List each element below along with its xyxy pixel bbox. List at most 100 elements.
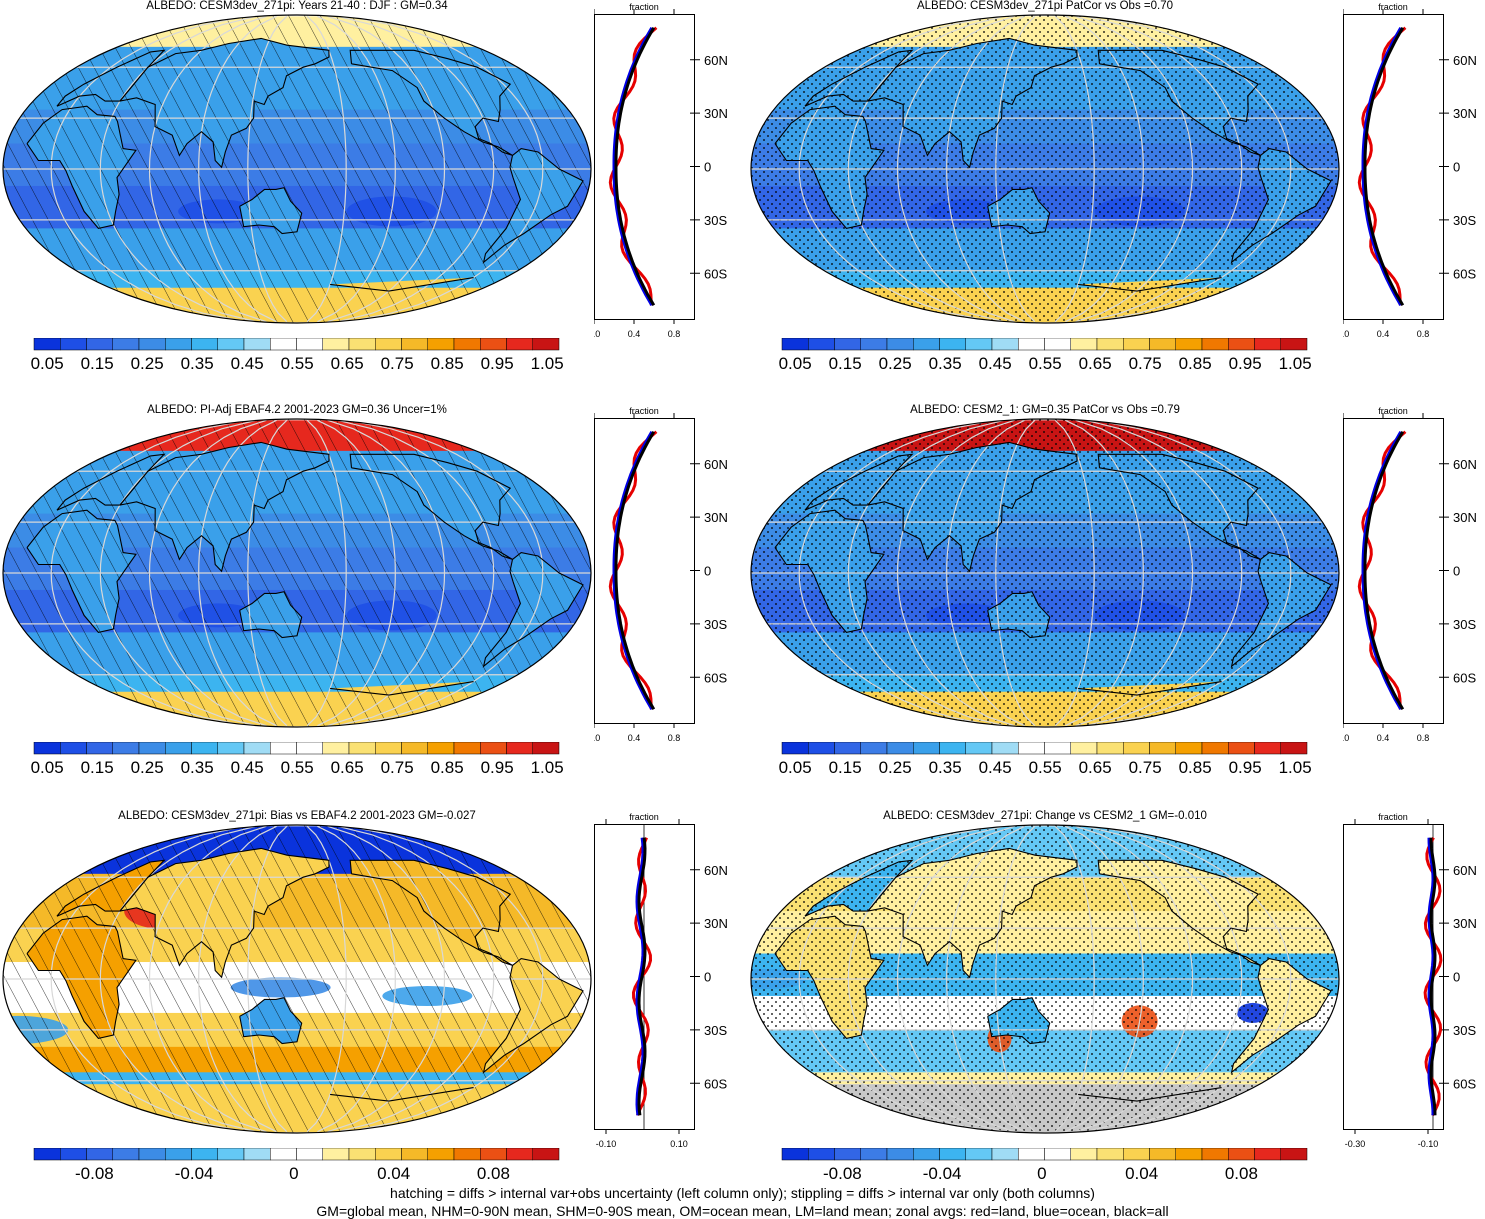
coastline-australia — [987, 997, 1051, 1045]
colorbar-swatch — [1123, 742, 1150, 755]
map-border — [2, 824, 592, 1134]
colorbar-swatch — [506, 1148, 533, 1161]
graticule-lon — [327, 15, 446, 323]
colorbar-label: 0.95 — [1229, 354, 1262, 373]
colorbar-swatch — [1070, 338, 1098, 351]
graticule-lon — [306, 825, 347, 1133]
colorbar-label: 0.95 — [481, 758, 514, 777]
coastline-namerica — [1097, 49, 1261, 156]
colorbar-label: 0.08 — [1225, 1164, 1258, 1183]
colorbar-swatch — [991, 1148, 1019, 1161]
profile-frame — [1343, 14, 1444, 320]
colorbar-label: 0.75 — [381, 758, 414, 777]
x-tick-label: 0.0 — [1343, 329, 1349, 339]
colorbar-label: 0.75 — [1129, 758, 1162, 777]
lat-label: 30N — [704, 106, 728, 121]
colorbar: 0.05 0.15 0.25 0.35 0.45 0.55 0.65 0.75 0.85 0.95… — [779, 338, 1312, 373]
colorbar-label: 0.05 — [31, 354, 64, 373]
graticule-lon — [337, 15, 495, 323]
colorbar-swatch — [348, 742, 376, 755]
profile-axis-title: fraction — [629, 406, 659, 416]
graticule-lon — [347, 419, 544, 727]
colorbar-swatch — [348, 1148, 376, 1161]
graticule-lon — [327, 825, 446, 1133]
coastline-asia — [867, 847, 1078, 979]
colorbar-swatch — [243, 742, 271, 755]
colorbar-swatch — [1175, 1148, 1203, 1161]
colorbar-swatch — [1044, 1148, 1071, 1161]
map-border — [2, 14, 592, 324]
graticule-lon — [247, 15, 288, 323]
colorbar-swatch — [1096, 1148, 1124, 1161]
lat-label: 30N — [1453, 106, 1477, 121]
profile-axis-title: fraction — [1378, 2, 1408, 12]
x-tick-label: 0.0 — [594, 329, 600, 339]
lat-label: 30N — [1453, 510, 1477, 525]
colorbar-swatch — [1070, 742, 1098, 755]
colorbar-label: 0.45 — [231, 354, 264, 373]
coastline-asia — [119, 37, 330, 169]
colorbar-swatch — [427, 338, 455, 351]
colorbar-swatch — [1149, 742, 1176, 755]
colorbar-swatch — [834, 1148, 861, 1161]
colorbar-swatch — [1018, 1148, 1045, 1161]
colorbar-swatch — [860, 1148, 888, 1161]
graticule-lon — [148, 419, 267, 727]
lat-label: 60S — [1453, 1076, 1476, 1091]
colorbar-swatch — [1044, 338, 1071, 351]
coastline-antarctica — [1078, 681, 1222, 696]
colorbar-swatch — [1280, 1148, 1308, 1161]
profile-ocean-curve — [1427, 837, 1435, 1116]
lat-label: 30S — [1453, 213, 1476, 228]
colorbar-swatch — [1123, 1148, 1150, 1161]
colorbar-swatch — [1228, 338, 1255, 351]
colorbar-label: 0.65 — [1079, 354, 1112, 373]
colorbar-swatch — [860, 338, 888, 351]
map-border — [2, 418, 592, 728]
map-plot — [2, 418, 592, 728]
colorbar-swatch — [375, 742, 402, 755]
colorbar-swatch — [217, 742, 245, 755]
colorbar-swatch — [1044, 742, 1071, 755]
graticule-lon — [995, 15, 1036, 323]
colorbar-swatch — [375, 338, 402, 351]
graticule-lon — [946, 15, 1025, 323]
colorbar-label: 0.75 — [381, 354, 414, 373]
x-tick-label: 0.0 — [1343, 733, 1349, 743]
colorbar: 0.05 0.15 0.25 0.35 0.45 0.55 0.65 0.75 0.85 0.95… — [31, 742, 564, 777]
colorbar-swatch — [1096, 338, 1124, 351]
lat-label: 0 — [704, 564, 711, 579]
colorbar-swatch — [1228, 1148, 1255, 1161]
colorbar-swatch — [296, 1148, 323, 1161]
map-plot — [750, 14, 1340, 324]
colorbar-swatch — [939, 1148, 966, 1161]
colorbar-swatch — [834, 338, 861, 351]
map-border — [750, 418, 1340, 728]
colorbar-swatch — [1018, 742, 1045, 755]
graticule-lon — [798, 825, 995, 1133]
profile-frame — [594, 418, 695, 724]
lat-label: 30S — [704, 1023, 727, 1038]
colorbar-swatch — [1280, 742, 1308, 755]
colorbar-label: 0.35 — [929, 758, 962, 777]
colorbar-label: 0.25 — [879, 354, 912, 373]
graticule-lon — [1054, 419, 1095, 727]
coastline-asia — [119, 847, 330, 979]
colorbar-label: -0.08 — [823, 1164, 862, 1183]
colorbar-swatch — [270, 1148, 297, 1161]
profile-frame — [594, 14, 695, 320]
colorbar-label: 0.55 — [281, 354, 314, 373]
colorbar-label: 0.45 — [231, 758, 264, 777]
coastline-europe — [56, 859, 166, 917]
coastline-africa — [774, 509, 885, 634]
map-title: ALBEDO: CESM3dev_271pi: Years 21-40 : DJ… — [146, 0, 448, 12]
colorbar-label: 0.25 — [879, 758, 912, 777]
zonal-profile: fraction 60N 30N 0 30S 60S 0.0 0.4 0.8 — [594, 406, 728, 743]
coastline-europe — [56, 49, 166, 107]
coastline-australia — [239, 997, 303, 1045]
colorbar-swatch — [1018, 338, 1045, 351]
colorbar-swatch — [506, 338, 533, 351]
graticule-lon — [306, 15, 347, 323]
coastline-australia — [987, 187, 1051, 235]
colorbar-label: 0.55 — [1029, 354, 1062, 373]
